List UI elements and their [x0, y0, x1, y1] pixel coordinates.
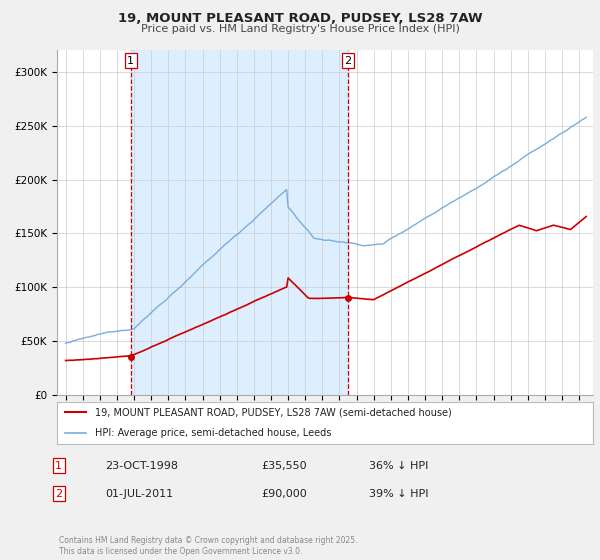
Text: 39% ↓ HPI: 39% ↓ HPI [369, 489, 428, 499]
Text: 01-JUL-2011: 01-JUL-2011 [105, 489, 173, 499]
Text: Price paid vs. HM Land Registry's House Price Index (HPI): Price paid vs. HM Land Registry's House … [140, 24, 460, 34]
Text: £90,000: £90,000 [261, 489, 307, 499]
Text: £35,550: £35,550 [261, 461, 307, 471]
Text: 36% ↓ HPI: 36% ↓ HPI [369, 461, 428, 471]
Text: 1: 1 [55, 461, 62, 471]
Text: 2: 2 [344, 55, 352, 66]
Bar [131, 50, 348, 395]
Text: 19, MOUNT PLEASANT ROAD, PUDSEY, LS28 7AW: 19, MOUNT PLEASANT ROAD, PUDSEY, LS28 7A… [118, 12, 482, 25]
Text: 2: 2 [55, 489, 62, 499]
Text: 1: 1 [127, 55, 134, 66]
Text: 23-OCT-1998: 23-OCT-1998 [105, 461, 178, 471]
Text: Contains HM Land Registry data © Crown copyright and database right 2025.
This d: Contains HM Land Registry data © Crown c… [59, 536, 358, 556]
Text: HPI: Average price, semi-detached house, Leeds: HPI: Average price, semi-detached house,… [95, 428, 331, 438]
Text: 19, MOUNT PLEASANT ROAD, PUDSEY, LS28 7AW (semi-detached house): 19, MOUNT PLEASANT ROAD, PUDSEY, LS28 7A… [95, 407, 451, 417]
